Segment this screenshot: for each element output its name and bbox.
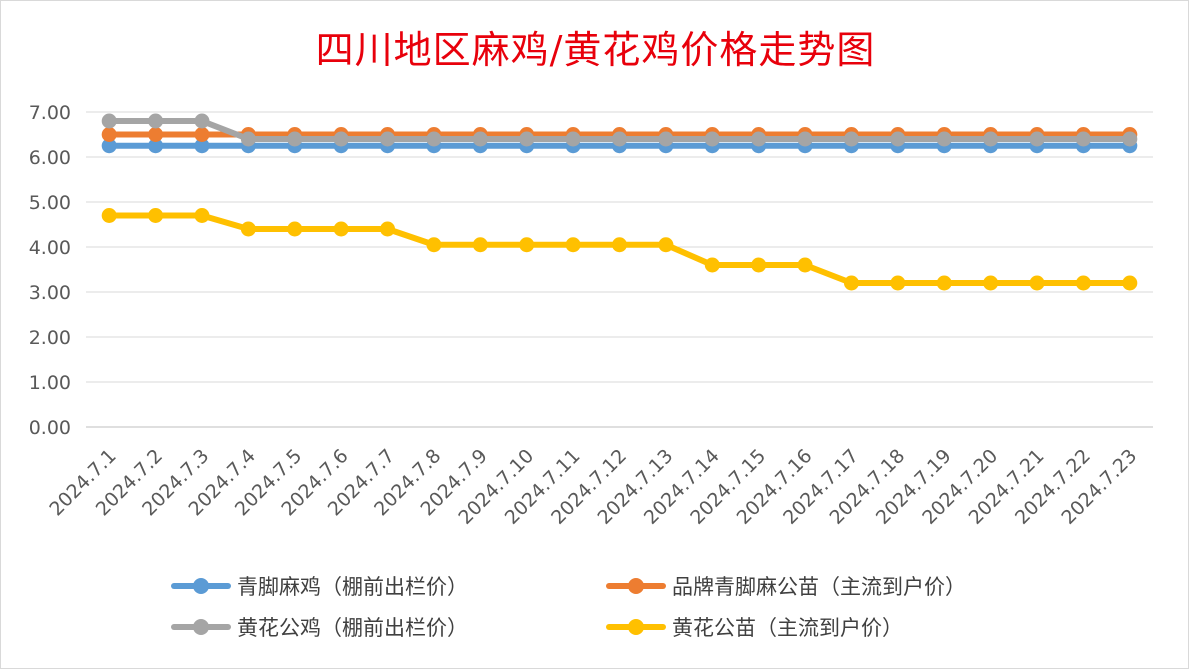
data-point (1075, 275, 1091, 291)
data-point (751, 257, 767, 273)
data-point (519, 131, 535, 147)
y-tick-label: 6.00 (29, 147, 71, 169)
data-point (843, 131, 859, 147)
chart-title: 四川地区麻鸡/黄花鸡价格走势图 (315, 28, 876, 72)
data-point (380, 221, 396, 237)
data-point (983, 131, 999, 147)
data-point (565, 131, 581, 147)
data-point (333, 221, 349, 237)
data-point (565, 237, 581, 253)
data-point (148, 208, 164, 223)
data-point (658, 237, 674, 253)
data-point (194, 208, 210, 223)
data-point (240, 131, 256, 147)
legend-item: 黄花公鸡（棚前出栏价） (171, 612, 468, 642)
legend-swatch (171, 571, 231, 601)
data-point (194, 127, 210, 142)
data-point (101, 208, 117, 223)
data-point (890, 275, 906, 291)
data-point (472, 237, 488, 253)
data-point (1029, 131, 1045, 147)
data-point (1029, 275, 1045, 291)
data-point (101, 138, 117, 154)
y-tick-label: 7.00 (29, 102, 71, 124)
legend-label: 品牌青脚麻公苗（主流到户价） (672, 575, 966, 599)
data-point (194, 113, 210, 129)
data-point (704, 131, 720, 147)
data-point (1122, 275, 1138, 291)
data-point (101, 127, 117, 142)
legend-label: 黄花公苗（主流到户价） (672, 616, 903, 640)
data-point (148, 127, 164, 142)
data-point (426, 237, 442, 253)
data-point (148, 113, 164, 129)
data-point (612, 131, 627, 147)
data-point (612, 237, 627, 253)
data-point (751, 131, 767, 147)
legend-item: 青脚麻鸡（棚前出栏价） (171, 571, 468, 601)
y-tick-label: 0.00 (29, 417, 71, 439)
legend-label: 青脚麻鸡（棚前出栏价） (237, 575, 468, 599)
data-point (704, 257, 720, 273)
data-point (287, 221, 303, 237)
legend-item: 黄花公苗（主流到户价） (606, 612, 903, 642)
legend-swatch (606, 612, 666, 642)
data-point (148, 138, 164, 154)
data-point (890, 131, 906, 147)
data-point (333, 131, 349, 147)
data-point (101, 113, 117, 129)
legend-swatch (171, 612, 231, 642)
y-tick-label: 4.00 (29, 237, 71, 259)
data-point (797, 257, 813, 273)
data-point (843, 275, 859, 291)
y-tick-label: 5.00 (29, 192, 71, 214)
legend-swatch (606, 571, 666, 601)
data-point (287, 131, 303, 147)
data-point (936, 131, 952, 147)
data-point (472, 131, 488, 147)
data-point (519, 237, 535, 253)
data-point (194, 138, 210, 154)
y-tick-label: 3.00 (29, 282, 71, 304)
data-point (658, 131, 674, 147)
data-point (797, 131, 813, 147)
data-point (380, 131, 396, 147)
y-tick-label: 2.00 (29, 327, 71, 349)
y-tick-label: 1.00 (29, 372, 71, 394)
legend-label: 黄花公鸡（棚前出栏价） (237, 616, 468, 640)
data-point (1122, 131, 1138, 147)
data-point (426, 131, 442, 147)
data-point (240, 221, 256, 237)
data-point (936, 275, 952, 291)
data-point (983, 275, 999, 291)
data-point (1075, 131, 1091, 147)
legend-item: 品牌青脚麻公苗（主流到户价） (606, 571, 966, 601)
